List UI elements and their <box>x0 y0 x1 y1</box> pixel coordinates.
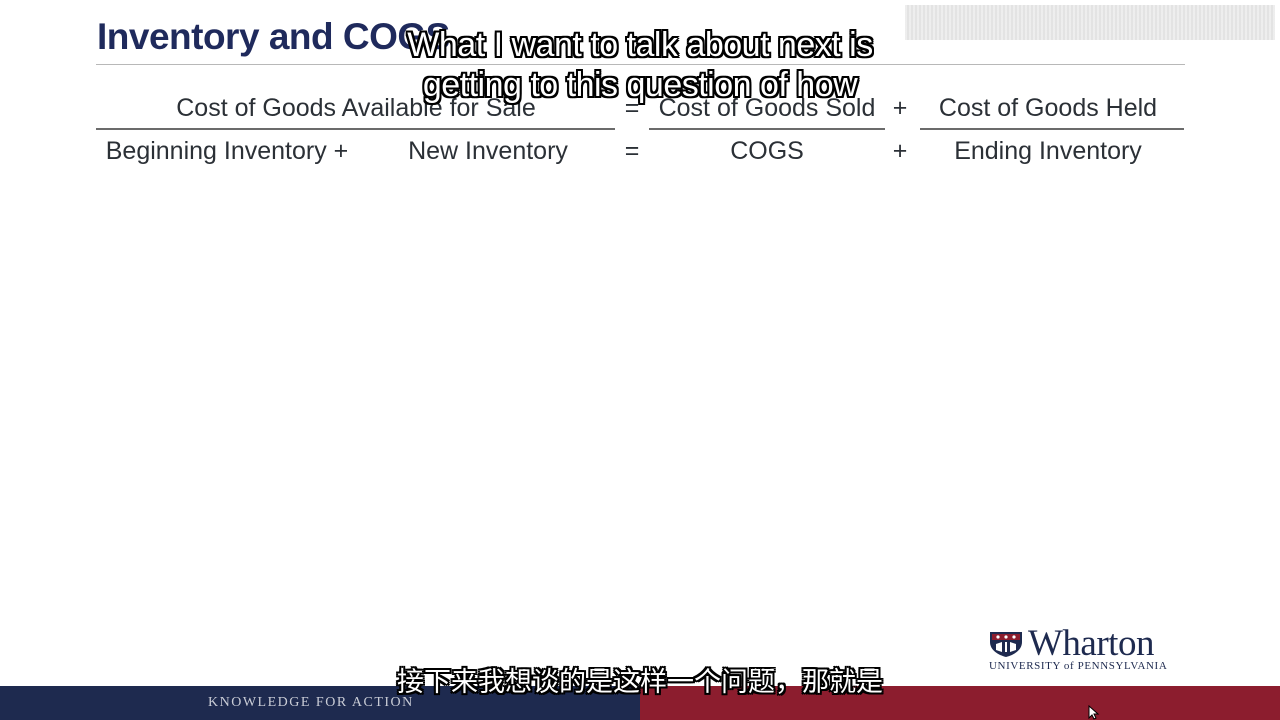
eq-row2-equals: = <box>624 137 640 165</box>
wharton-logo: Wharton UNIVERSITY of PENNSYLVANIA <box>988 623 1198 676</box>
footer-bar-red <box>640 686 1280 720</box>
subtitle-english-line1: What I want to talk about next is <box>407 26 873 64</box>
rule-held <box>920 128 1184 130</box>
eq-cost-held: Cost of Goods Held <box>938 94 1158 122</box>
eq-row1-equals: = <box>624 94 640 122</box>
eq-cost-available: Cost of Goods Available for Sale <box>176 94 536 122</box>
footer-tagline: KNOWLEDGE FOR ACTION <box>208 695 414 710</box>
penn-shield-icon <box>990 632 1022 657</box>
rule-sold <box>649 128 885 130</box>
mouse-cursor-icon <box>1088 705 1100 720</box>
subtitle-chinese: 接下来我想谈的是这样一个问题，那就是 <box>397 667 883 698</box>
logo-wordmark: Wharton <box>1028 623 1154 664</box>
eq-row1-plus: + <box>892 94 908 122</box>
eq-ending-inventory: Ending Inventory <box>954 137 1142 165</box>
slide-title: Inventory and COGS <box>97 16 450 57</box>
eq-cost-sold: Cost of Goods Sold <box>658 94 876 122</box>
title-rule <box>96 64 1185 65</box>
eq-cogs: COGS <box>730 137 804 165</box>
rule-available <box>96 128 615 130</box>
subtitle-english-line2: getting to this question of how <box>422 66 858 104</box>
eq-beginning-inventory: Beginning Inventory + <box>105 137 349 165</box>
eq-new-inventory: New Inventory <box>408 137 568 165</box>
logo-subline: UNIVERSITY of PENNSYLVANIA <box>989 660 1168 672</box>
video-noise-overlay <box>905 5 1275 40</box>
footer-bar-navy <box>0 686 640 720</box>
eq-row2-plus: + <box>892 137 908 165</box>
